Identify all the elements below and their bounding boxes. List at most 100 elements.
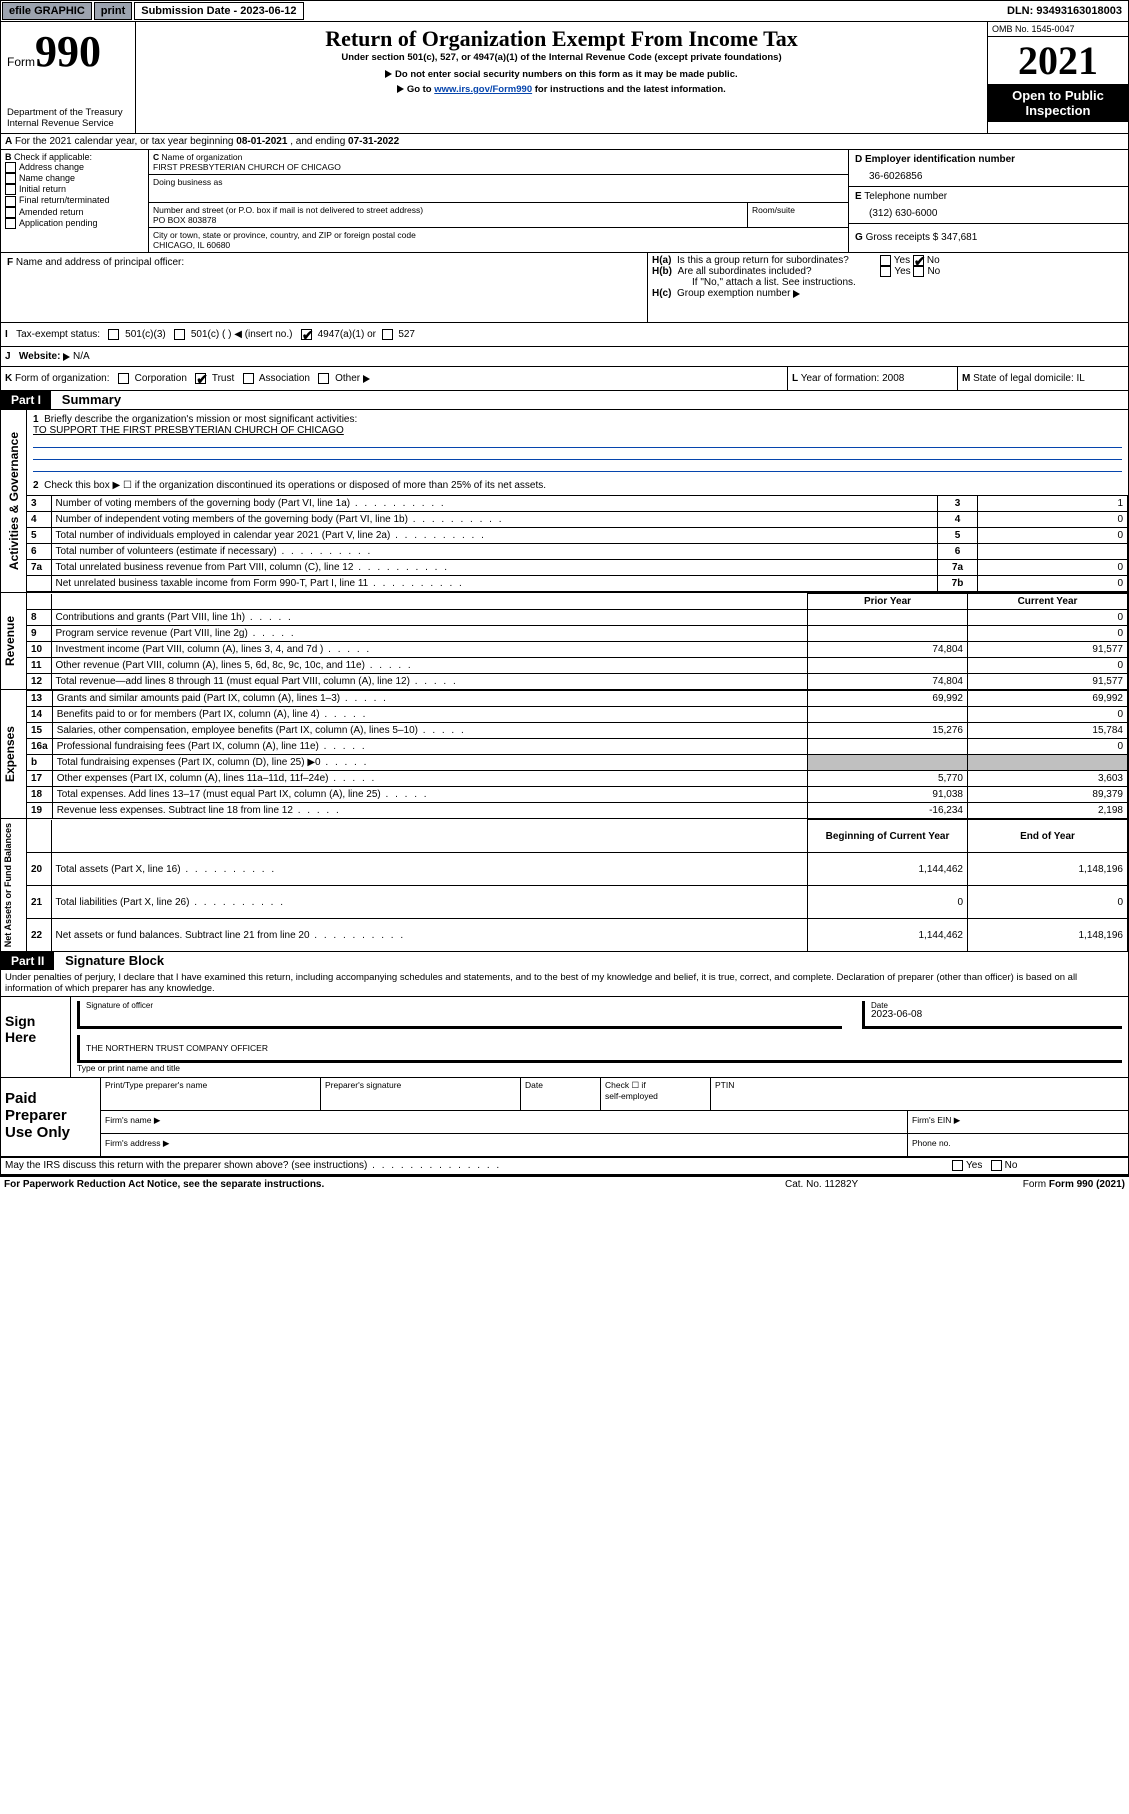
- arrow-icon: [397, 85, 404, 93]
- table-row: 12 Total revenue—add lines 8 through 11 …: [27, 674, 1128, 690]
- c-name-lbl: Name of organization: [162, 152, 243, 162]
- i-lbl: Tax-exempt status:: [16, 329, 100, 340]
- firm-phone: Phone no.: [908, 1134, 1128, 1156]
- table-row: Beginning of Current Year End of Year: [27, 820, 1128, 853]
- side-expenses: Expenses: [1, 722, 19, 786]
- checkbox-name[interactable]: [5, 173, 16, 184]
- part1-body: Activities & Governance 1 Briefly descri…: [0, 410, 1129, 593]
- chk-501c3[interactable]: [108, 329, 119, 340]
- table-row: 15 Salaries, other compensation, employe…: [27, 723, 1128, 739]
- may-yes[interactable]: [952, 1160, 963, 1171]
- firm-name: Firm's name ▶: [101, 1111, 908, 1133]
- chk-501c[interactable]: [174, 329, 185, 340]
- q2: Check this box ▶ ☐ if the organization d…: [44, 480, 546, 491]
- i-501c: 501(c) ( ): [191, 329, 232, 340]
- hb-no[interactable]: [913, 266, 924, 277]
- form-word: Form: [7, 55, 35, 69]
- irs-link[interactable]: www.irs.gov/Form990: [434, 84, 532, 95]
- table-row: 10 Investment income (Part VIII, column …: [27, 642, 1128, 658]
- declaration: Under penalties of perjury, I declare th…: [0, 970, 1129, 997]
- table-row: 7a Total unrelated business revenue from…: [27, 560, 1128, 576]
- side-net: Net Assets or Fund Balances: [1, 819, 15, 951]
- i-527: 527: [398, 329, 415, 340]
- k-assoc: Association: [259, 373, 310, 384]
- rev-table: Prior Year Current Year8 Contributions a…: [27, 593, 1128, 690]
- q1-answer: TO SUPPORT THE FIRST PRESBYTERIAN CHURCH…: [33, 425, 344, 436]
- decl-text: Under penalties of perjury, I declare th…: [1, 970, 1128, 996]
- omb: OMB No. 1545-0047: [988, 22, 1128, 37]
- dba-lbl: Doing business as: [153, 177, 844, 187]
- side-governance: Activities & Governance: [5, 428, 23, 574]
- line-a: A For the 2021 calendar year, or tax yea…: [0, 134, 1129, 150]
- table-row: 14 Benefits paid to or for members (Part…: [27, 707, 1128, 723]
- irs: Internal Revenue Service: [7, 118, 129, 129]
- b-amended: Amended return: [19, 207, 84, 217]
- gross-lbl: Gross receipts $: [866, 232, 939, 243]
- checkbox-final[interactable]: [5, 196, 16, 207]
- k-lbl: Form of organization:: [15, 373, 110, 384]
- l-lbl: Year of formation:: [801, 373, 880, 384]
- part2-bar: Part II: [1, 952, 54, 970]
- firm-ein: Firm's EIN ▶: [908, 1111, 1128, 1133]
- yes: Yes: [894, 266, 910, 277]
- hb-note: If "No," attach a list. See instructions…: [652, 277, 1124, 288]
- prep-date: Date: [521, 1078, 601, 1110]
- chk-trust[interactable]: [195, 373, 206, 384]
- checkbox-initial[interactable]: [5, 184, 16, 195]
- prep-sig: Preparer's signature: [321, 1078, 521, 1110]
- table-row: 5 Total number of individuals employed i…: [27, 528, 1128, 544]
- room-lbl: Room/suite: [748, 203, 848, 227]
- ein: 36-6026856: [869, 171, 1122, 182]
- side-revenue: Revenue: [1, 612, 19, 670]
- table-row: b Total fundraising expenses (Part IX, c…: [27, 755, 1128, 771]
- bottom-footer: For Paperwork Reduction Act Notice, see …: [0, 1175, 1129, 1192]
- k-trust: Trust: [212, 373, 234, 384]
- table-row: 11 Other revenue (Part VIII, column (A),…: [27, 658, 1128, 674]
- street: PO BOX 803878: [153, 215, 743, 225]
- paid-preparer: Paid Preparer Use Only Print/Type prepar…: [0, 1078, 1129, 1157]
- paid-label: Paid Preparer Use Only: [1, 1078, 101, 1156]
- ha-no[interactable]: [913, 255, 924, 266]
- chk-corp[interactable]: [118, 373, 129, 384]
- sig-date-lbl: Date: [871, 1001, 888, 1010]
- a-mid: , and ending: [287, 136, 348, 147]
- table-row: 4 Number of independent voting members o…: [27, 512, 1128, 528]
- m-val: IL: [1077, 373, 1085, 384]
- j-lbl: Website:: [19, 351, 61, 362]
- chk-4947[interactable]: [301, 329, 312, 340]
- may-no[interactable]: [991, 1160, 1002, 1171]
- chk-other[interactable]: [318, 373, 329, 384]
- city: CHICAGO, IL 60680: [153, 240, 844, 250]
- arrow-icon: [363, 375, 370, 383]
- checkbox-pending[interactable]: [5, 218, 16, 229]
- hb-yes[interactable]: [880, 266, 891, 277]
- a-begin: 08-01-2021: [236, 136, 287, 147]
- phone-lbl: Telephone number: [864, 191, 947, 202]
- may-discuss: May the IRS discuss this return with the…: [0, 1157, 1129, 1174]
- checkbox-amended[interactable]: [5, 207, 16, 218]
- chk-527[interactable]: [382, 329, 393, 340]
- bcde-block: B Check if applicable: Address change Na…: [0, 150, 1129, 253]
- table-row: 20 Total assets (Part X, line 16) 1,144,…: [27, 853, 1128, 886]
- ha-yes[interactable]: [880, 255, 891, 266]
- q1: Briefly describe the organization's miss…: [44, 414, 357, 425]
- print-btn[interactable]: print: [94, 2, 132, 20]
- chk-assoc[interactable]: [243, 373, 254, 384]
- gov-table: 3 Number of voting members of the govern…: [27, 495, 1128, 592]
- b-pending: Application pending: [19, 218, 98, 228]
- note2-pre: Go to: [407, 84, 434, 95]
- i-insert: (insert no.): [245, 329, 293, 340]
- street-lbl: Number and street (or P.O. box if mail i…: [153, 205, 743, 215]
- checkbox-address[interactable]: [5, 162, 16, 173]
- no: No: [927, 266, 940, 277]
- yes: Yes: [966, 1161, 982, 1172]
- table-row: 16a Professional fundraising fees (Part …: [27, 739, 1128, 755]
- self-emp: self-employed: [605, 1091, 658, 1101]
- part1-header: Part I Summary: [0, 391, 1129, 410]
- m-lbl: State of legal domicile:: [973, 373, 1074, 384]
- a-text: For the 2021 calendar year, or tax year …: [15, 136, 236, 147]
- subtitle: Under section 501(c), 527, or 4947(a)(1)…: [142, 52, 981, 63]
- line-i: I Tax-exempt status: 501(c)(3) 501(c) ( …: [0, 323, 1129, 347]
- b-name: Name change: [19, 173, 75, 183]
- efile-btn[interactable]: efile GRAPHIC: [2, 2, 92, 20]
